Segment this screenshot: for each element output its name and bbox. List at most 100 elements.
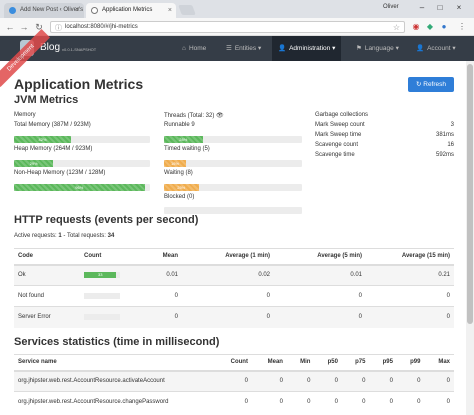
browser-menu-icon[interactable]: ⋮ — [458, 22, 466, 31]
th-list-icon: ☰ — [226, 45, 232, 52]
bookmark-star-icon[interactable]: ☆ — [392, 23, 400, 32]
progress-fill: 16% — [164, 160, 187, 167]
nav-item-language[interactable]: ⚑ Language ▾ — [350, 36, 405, 61]
user-icon: 👤 — [416, 45, 425, 52]
table-row: org.jhipster.web.rest.AccountResource.ch… — [14, 391, 454, 413]
http-mean: 0 — [150, 285, 182, 307]
page-favicon-icon — [91, 7, 98, 14]
nav-label: Administration — [289, 45, 331, 52]
brand-title[interactable]: Blog — [40, 42, 61, 53]
service-count: 0 — [214, 370, 252, 392]
minimize-icon[interactable]: – — [419, 3, 425, 12]
http-mean: 0.01 — [150, 264, 182, 286]
gc-row: Scavenge time 592ms — [315, 152, 454, 158]
page-info-icon[interactable]: ⓘ — [55, 25, 62, 32]
nav-item-account[interactable]: 👤 Account ▾ — [410, 36, 462, 61]
eye-icon[interactable]: 👁 — [216, 113, 224, 119]
tab-label: Add New Post ‹ Oliver's — [20, 7, 84, 13]
runnable-label: Runnable 9 — [164, 122, 195, 128]
nav-label: Account — [427, 45, 451, 52]
refresh-button[interactable]: ↻ Refresh — [408, 77, 454, 92]
service-p99: 0 — [396, 391, 425, 413]
service-p75: 0 — [341, 391, 370, 413]
caret-down-icon: ▾ — [395, 45, 399, 52]
services-table: Service name Count Mean Min p50 p75 p95 … — [14, 354, 454, 413]
runnable-progress: 28% — [164, 136, 302, 143]
count-bar — [84, 313, 120, 320]
extension-icon[interactable]: ● — [441, 22, 447, 31]
progress-fill: 42% — [14, 136, 72, 143]
progress-fill: 29% — [14, 160, 54, 167]
table-row: Not found 0 0 0 0 — [14, 285, 454, 307]
gc-row-value: 381ms — [435, 132, 454, 138]
extension-icon[interactable]: ◆ — [426, 22, 434, 31]
memory-heading: Memory — [14, 112, 36, 118]
gc-row: Scavenge count 16 — [315, 142, 454, 148]
service-p75: 0 — [341, 370, 370, 392]
column-header: p75 — [341, 354, 370, 372]
total-requests-value: 34 — [107, 233, 115, 239]
gc-row: Mark Sweep time 381ms — [315, 132, 454, 138]
service-min: 0 — [286, 391, 315, 413]
column-header: Mean — [251, 354, 287, 372]
http-code: Server Error — [14, 306, 80, 328]
column-header: Service name — [14, 354, 214, 372]
total-memory-progress: 42% — [14, 136, 150, 143]
total-memory-label: Total Memory (387M / 923M) — [14, 122, 91, 128]
http-avg-15min: 0.21 — [366, 264, 454, 286]
browser-user-name[interactable]: Oliver — [383, 4, 399, 10]
address-url: localhost:8080/#/jhi-metrics — [65, 24, 138, 30]
extension-icon[interactable]: ◉ — [412, 22, 420, 31]
table-row: Ok 33 0.01 0.02 0.01 0.21 — [14, 264, 454, 286]
count-bar — [84, 292, 120, 299]
home-icon: ⌂ — [182, 45, 186, 52]
service-name: org.jhipster.web.rest.AccountResource.ch… — [14, 391, 214, 413]
nav-item-administration[interactable]: 👤 Administration ▾ — [272, 36, 342, 61]
active-requests-label: Active requests: — [14, 233, 57, 239]
service-max: 0 — [424, 370, 454, 392]
browser-tab-add-new-post[interactable]: Add New Post ‹ Oliver's × — [4, 3, 84, 18]
column-header: Min — [286, 354, 315, 372]
http-code: Not found — [14, 285, 80, 307]
http-count — [80, 285, 150, 307]
close-icon[interactable]: × — [75, 7, 80, 14]
heap-memory-progress: 29% — [14, 160, 150, 167]
waiting-label: Waiting (8) — [164, 170, 193, 176]
window-close-icon[interactable]: × — [456, 3, 462, 12]
tab-label: Application Metrics — [102, 7, 153, 13]
forward-arrow-icon[interactable]: → — [19, 22, 29, 32]
column-header: Mean — [150, 248, 182, 266]
service-p95: 0 — [369, 370, 397, 392]
reload-icon[interactable]: ↻ — [35, 22, 43, 32]
maximize-icon[interactable]: □ — [437, 3, 443, 12]
column-header: Average (1 min) — [182, 248, 274, 266]
nav-label: Entities — [234, 45, 257, 52]
nav-item-home[interactable]: ⌂ Home — [176, 36, 212, 61]
http-avg-1min: 0.02 — [182, 264, 274, 286]
column-header: Max — [424, 354, 454, 372]
service-max: 0 — [424, 391, 454, 413]
back-arrow-icon[interactable]: ← — [5, 22, 15, 32]
http-avg-15min: 0 — [366, 285, 454, 307]
non-heap-memory-progress: 96% — [14, 184, 150, 191]
table-header-row: Service name Count Mean Min p50 p75 p95 … — [14, 354, 454, 372]
scrollbar-thumb[interactable] — [467, 64, 473, 324]
service-p50: 0 — [314, 391, 342, 413]
active-requests-value: 1 — [58, 233, 62, 239]
page-title: Application Metrics — [14, 76, 144, 92]
timed-waiting-progress: 16% — [164, 160, 302, 167]
service-p95: 0 — [369, 391, 397, 413]
address-bar[interactable]: ⓘ localhost:8080/#/jhi-metrics ☆ — [50, 21, 405, 33]
new-tab-button[interactable] — [178, 5, 196, 15]
http-avg-5min: 0 — [274, 306, 366, 328]
close-icon[interactable]: × — [167, 7, 172, 14]
gc-heading: Garbage collections — [315, 112, 369, 118]
http-avg-5min: 0 — [274, 285, 366, 307]
nav-item-entities[interactable]: ☰ Entities ▾ — [220, 36, 267, 61]
progress-fill: 96% — [14, 184, 145, 191]
progress-fill: 28% — [164, 136, 203, 143]
services-statistics-title: Services statistics (time in millisecond… — [14, 336, 220, 348]
browser-tab-application-metrics[interactable]: Application Metrics × — [86, 3, 176, 18]
gc-row-label: Scavenge count — [315, 142, 359, 148]
column-header: p50 — [314, 354, 342, 372]
